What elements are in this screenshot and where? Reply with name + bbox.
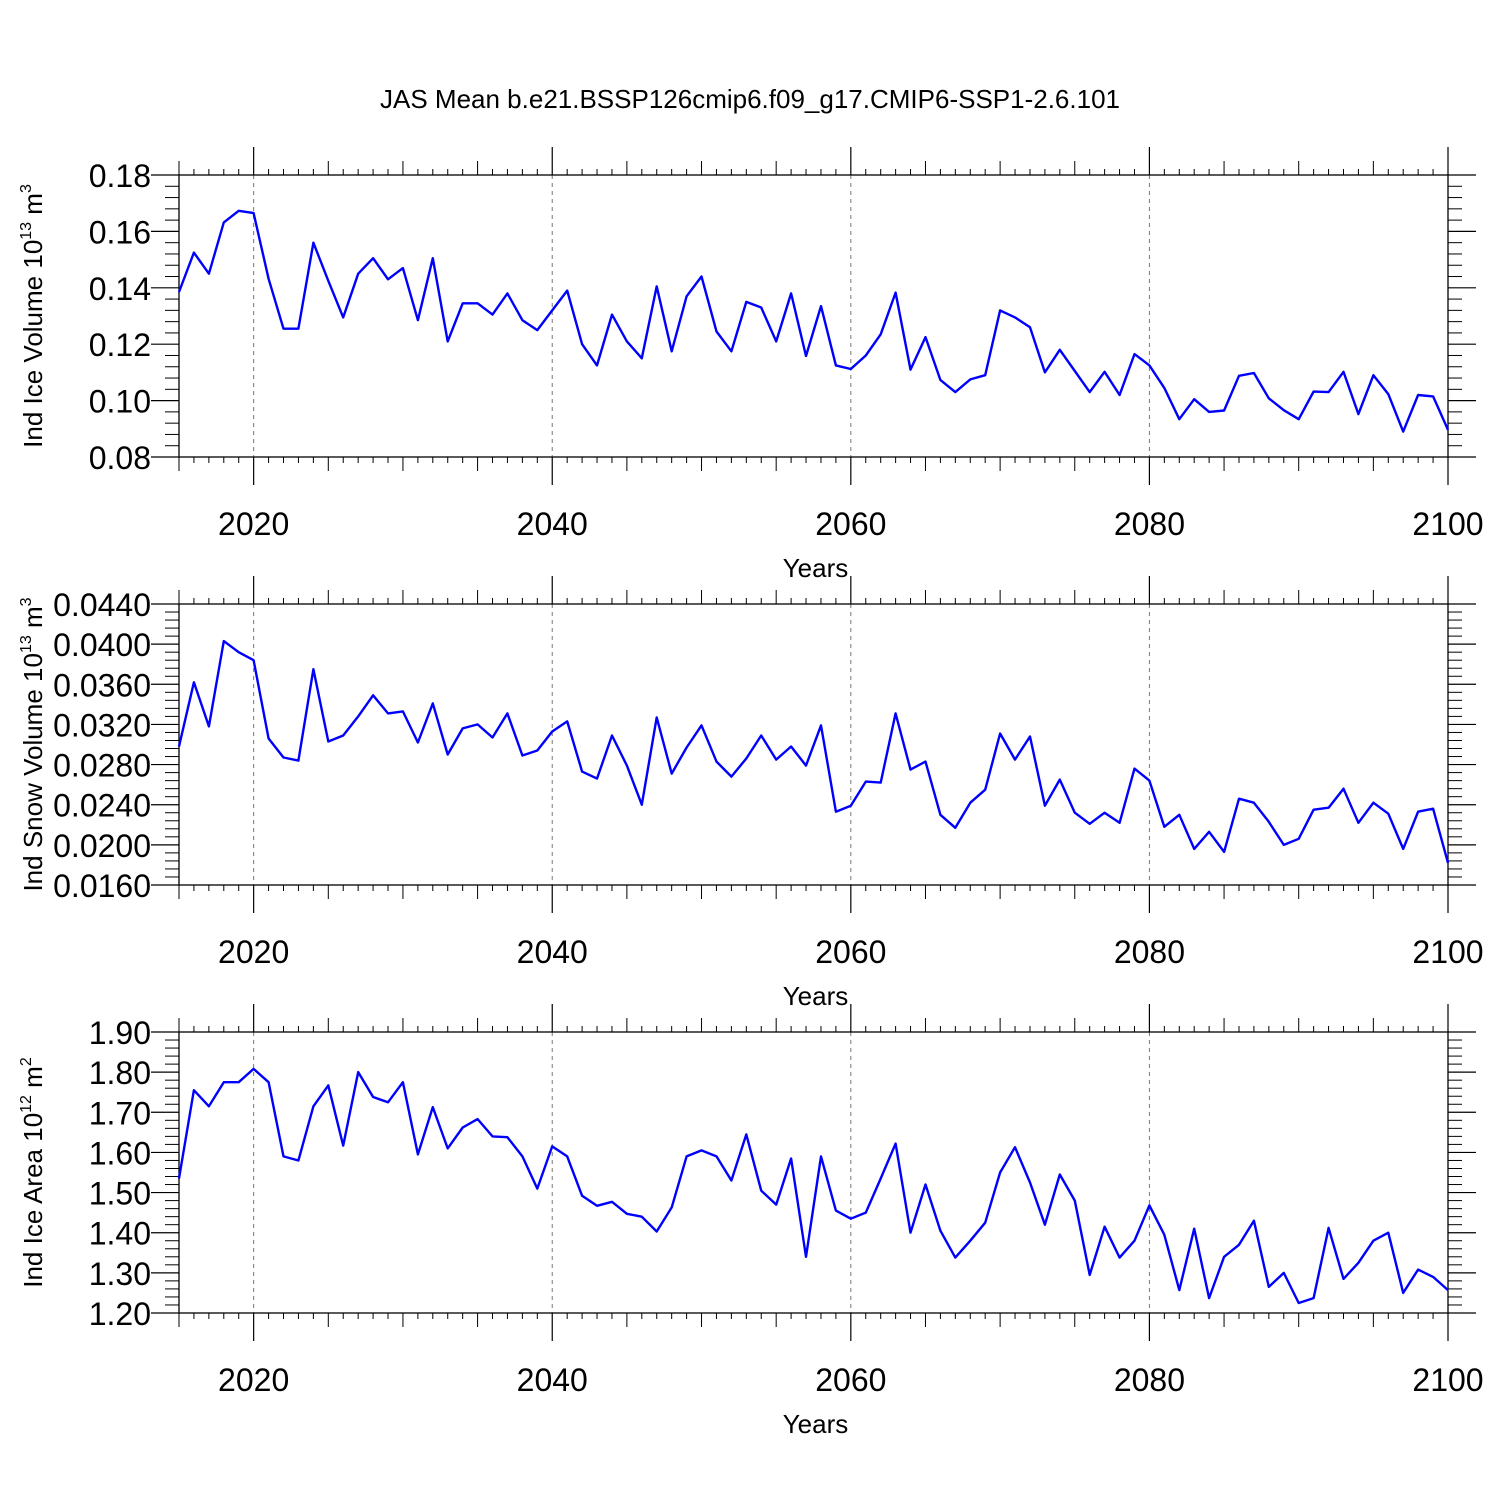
y-axis-title: Ind Snow Volume 1013 m3 bbox=[18, 597, 48, 891]
x-axis-title: Years bbox=[783, 1409, 849, 1439]
y-tick-label: 0.0360 bbox=[53, 667, 151, 703]
y-axis-title-text: Ind Snow Volume 10 bbox=[18, 653, 48, 892]
x-tick-label: 2040 bbox=[517, 1362, 588, 1398]
x-tick-label: 2080 bbox=[1114, 934, 1185, 970]
y-tick-label: 0.08 bbox=[89, 440, 151, 476]
y-tick-label: 0.0160 bbox=[53, 868, 151, 904]
y-tick-label: 0.0240 bbox=[53, 788, 151, 824]
y-axis-title-text: Ind Ice Area 10 bbox=[18, 1113, 48, 1288]
y-axis-title-exponent: 12 bbox=[18, 1095, 35, 1113]
y-tick-label: 1.40 bbox=[89, 1216, 151, 1252]
data-series-line bbox=[177, 1067, 1449, 1305]
x-tick-label: 2080 bbox=[1114, 506, 1185, 542]
x-axis-title: Years bbox=[783, 553, 849, 583]
y-tick-label: 1.20 bbox=[89, 1296, 151, 1332]
y-axis-title: Ind Ice Area 1012 m2 bbox=[18, 1057, 48, 1288]
y-tick-label: 0.0280 bbox=[53, 748, 151, 784]
y-tick-label: 0.18 bbox=[89, 158, 151, 194]
y-axis-title-exponent: 13 bbox=[18, 635, 35, 653]
panel-1: 2020 2040 2060 2080 2100 0.08 0.10 0.12 0.14 0.16… bbox=[18, 147, 1484, 583]
y-tick-label: 1.50 bbox=[89, 1176, 151, 1212]
y-axis-title-unit: m bbox=[18, 606, 48, 635]
chart-title: JAS Mean b.e21.BSSP126cmip6.f09_g17.CMIP… bbox=[380, 84, 1120, 114]
x-tick-label: 2040 bbox=[517, 934, 588, 970]
x-tick-label: 2040 bbox=[517, 506, 588, 542]
y-axis-title-exponent: 13 bbox=[18, 222, 35, 240]
x-tick-label: 2100 bbox=[1412, 934, 1483, 970]
panel-2: 2020 2040 2060 2080 2100 0.0160 0.0200 0.0240 0.… bbox=[18, 576, 1484, 1011]
plot-frame bbox=[178, 1031, 1449, 1314]
data-series-line bbox=[177, 639, 1450, 864]
x-tick-label: 2100 bbox=[1412, 506, 1483, 542]
y-tick-label: 1.70 bbox=[89, 1095, 151, 1131]
y-tick-label: 0.10 bbox=[89, 384, 151, 420]
y-tick-label: 0.0440 bbox=[53, 587, 151, 623]
y-axis-title-text: Ind Ice Volume 10 bbox=[18, 240, 48, 448]
x-tick-label: 2020 bbox=[218, 934, 289, 970]
y-tick-label: 1.60 bbox=[89, 1135, 151, 1171]
y-tick-label: 0.0320 bbox=[53, 707, 151, 743]
y-tick-label: 1.80 bbox=[89, 1055, 151, 1091]
y-axis-title-unit-exponent: 3 bbox=[18, 184, 35, 193]
x-tick-label: 2060 bbox=[815, 1362, 886, 1398]
y-axis-title-unit-exponent: 2 bbox=[18, 1057, 35, 1066]
x-tick-label: 2080 bbox=[1114, 1362, 1185, 1398]
y-tick-label: 0.0400 bbox=[53, 627, 151, 663]
x-tick-label: 2020 bbox=[218, 1362, 289, 1398]
y-tick-label: 0.16 bbox=[89, 214, 151, 250]
data-series-line bbox=[177, 209, 1450, 433]
y-tick-label: 0.0200 bbox=[53, 828, 151, 864]
plot-frame bbox=[178, 174, 1449, 458]
panel-3: 2020 2040 2060 2080 2100 1.20 1.30 1.40 1.50 1.60… bbox=[18, 1004, 1484, 1439]
y-tick-label: 1.90 bbox=[89, 1015, 151, 1051]
x-axis-title: Years bbox=[783, 981, 849, 1011]
x-tick-label: 2060 bbox=[815, 506, 886, 542]
y-tick-label: 0.14 bbox=[89, 271, 151, 307]
x-tick-label: 2020 bbox=[218, 506, 289, 542]
y-tick-label: 1.30 bbox=[89, 1256, 151, 1292]
x-tick-label: 2100 bbox=[1412, 1362, 1483, 1398]
y-tick-label: 0.12 bbox=[89, 327, 151, 363]
y-axis-title-unit: m bbox=[18, 1066, 48, 1095]
y-axis-title-unit-exponent: 3 bbox=[18, 597, 35, 606]
x-tick-label: 2060 bbox=[815, 934, 886, 970]
y-axis-title-unit: m bbox=[18, 193, 48, 222]
y-axis-title: Ind Ice Volume 1013 m3 bbox=[18, 184, 48, 448]
